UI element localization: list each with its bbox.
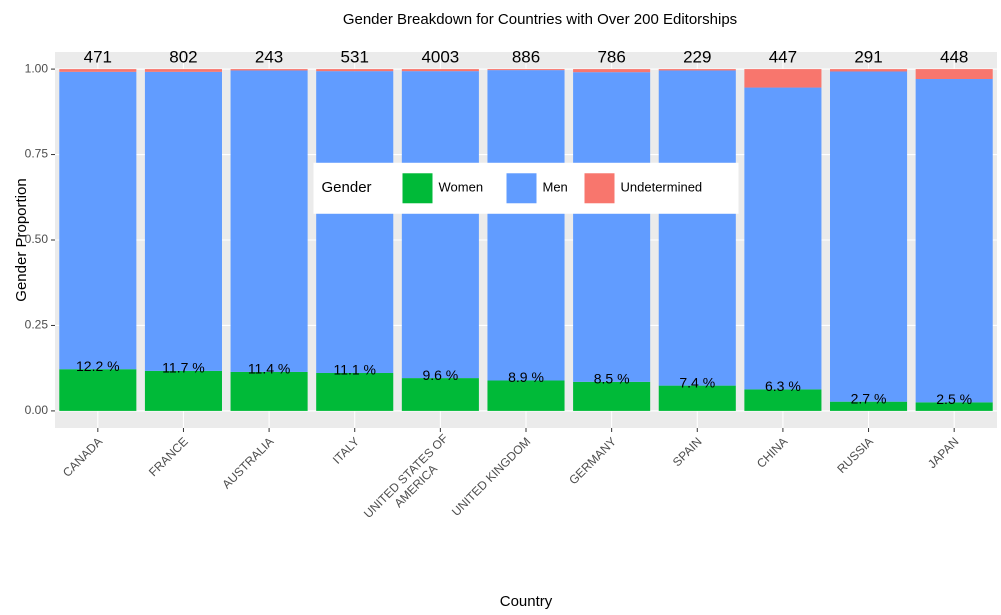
bar-segment	[744, 69, 822, 88]
bar-segment	[59, 71, 137, 370]
x-axis-label: Country	[500, 593, 553, 610]
value-label: 8.5 %	[594, 371, 630, 387]
x-tick-label: UNITED KINGDOM	[449, 434, 533, 518]
chart-title: Gender Breakdown for Countries with Over…	[343, 11, 737, 28]
legend-label: Men	[543, 180, 568, 195]
bar-segment	[487, 380, 565, 411]
x-tick-label: ITALY	[330, 434, 362, 466]
x-tick-label: GERMANY	[566, 434, 619, 487]
bar-segment	[915, 402, 993, 411]
legend-key	[506, 173, 537, 204]
bar-segment	[830, 401, 908, 411]
bar-segment	[230, 70, 308, 372]
value-label: 11.1 %	[333, 362, 376, 378]
y-tick-label: 0.00	[25, 403, 49, 417]
bar-segment	[487, 69, 565, 71]
bar-segment	[230, 69, 308, 71]
x-tick-label: UNITED STATES OFAMERICA	[361, 431, 461, 531]
bar-segment	[144, 71, 222, 371]
legend-label: Undetermined	[621, 180, 703, 195]
bar-segment	[830, 71, 908, 402]
bar-segment	[915, 79, 993, 403]
total-label: 802	[169, 48, 197, 67]
bar-segment	[59, 369, 137, 411]
bar-segment	[401, 69, 479, 72]
value-label: 11.7 %	[162, 360, 205, 376]
x-tick-label: CANADA	[60, 434, 105, 479]
total-label: 531	[341, 48, 369, 67]
y-tick-label: 0.25	[25, 318, 49, 332]
total-label: 4003	[421, 48, 459, 67]
value-label: 12.2 %	[76, 358, 120, 374]
bar-segment	[487, 70, 565, 381]
y-axis-label: Gender Proportion	[13, 178, 30, 301]
x-tick-label: RUSSIA	[834, 434, 875, 475]
y-tick-label: 0.75	[25, 147, 49, 161]
x-tick-label: JAPAN	[925, 434, 962, 471]
legend-label: Women	[439, 180, 484, 195]
total-label: 471	[84, 48, 112, 67]
value-label: 6.3 %	[765, 378, 801, 394]
value-label: 2.7 %	[851, 390, 887, 406]
bar-segment	[144, 69, 222, 72]
x-tick-label: FRANCE	[146, 434, 191, 479]
x-tick-label: CHINA	[754, 434, 790, 470]
bar-segment	[59, 69, 137, 72]
bar-segment	[658, 69, 736, 71]
bar-segment	[144, 370, 222, 411]
value-label: 9.6 %	[422, 367, 458, 383]
bar-segment	[744, 87, 822, 390]
value-label: 2.5 %	[936, 391, 972, 407]
total-label: 786	[597, 48, 625, 67]
bar-segment	[316, 71, 394, 373]
x-tick-label: SPAIN	[670, 434, 705, 469]
legend: Gender Women Men Undetermined	[313, 162, 739, 214]
bar-segment	[316, 69, 394, 72]
y-tick-label: 1.00	[25, 61, 49, 75]
bar-segment	[658, 70, 736, 386]
total-label: 447	[769, 48, 797, 67]
bar-segment	[401, 378, 479, 411]
bar-segment	[830, 69, 908, 72]
bar-segment	[401, 71, 479, 379]
bars	[59, 69, 993, 411]
total-label: 229	[683, 48, 711, 67]
bar-segment	[230, 371, 308, 411]
legend-key	[584, 173, 615, 204]
value-label: 11.4 %	[248, 361, 291, 377]
total-label: 243	[255, 48, 283, 67]
total-label: 291	[854, 48, 882, 67]
value-label: 8.9 %	[508, 369, 544, 385]
total-label: 886	[512, 48, 540, 67]
value-label: 7.4 %	[679, 374, 715, 390]
bar-segment	[915, 69, 993, 80]
legend-key	[402, 173, 433, 204]
bar-segment	[744, 389, 822, 411]
x-tick-label: AUSTRALIA	[219, 434, 276, 491]
total-label: 448	[940, 48, 968, 67]
bar-segment	[573, 381, 651, 411]
legend-title: Gender	[322, 179, 372, 196]
bar-segment	[316, 372, 394, 411]
bar-segment	[658, 385, 736, 411]
y-tick-label: 0.50	[25, 232, 49, 246]
bar-segment	[573, 69, 651, 73]
bar-segment	[573, 72, 651, 382]
